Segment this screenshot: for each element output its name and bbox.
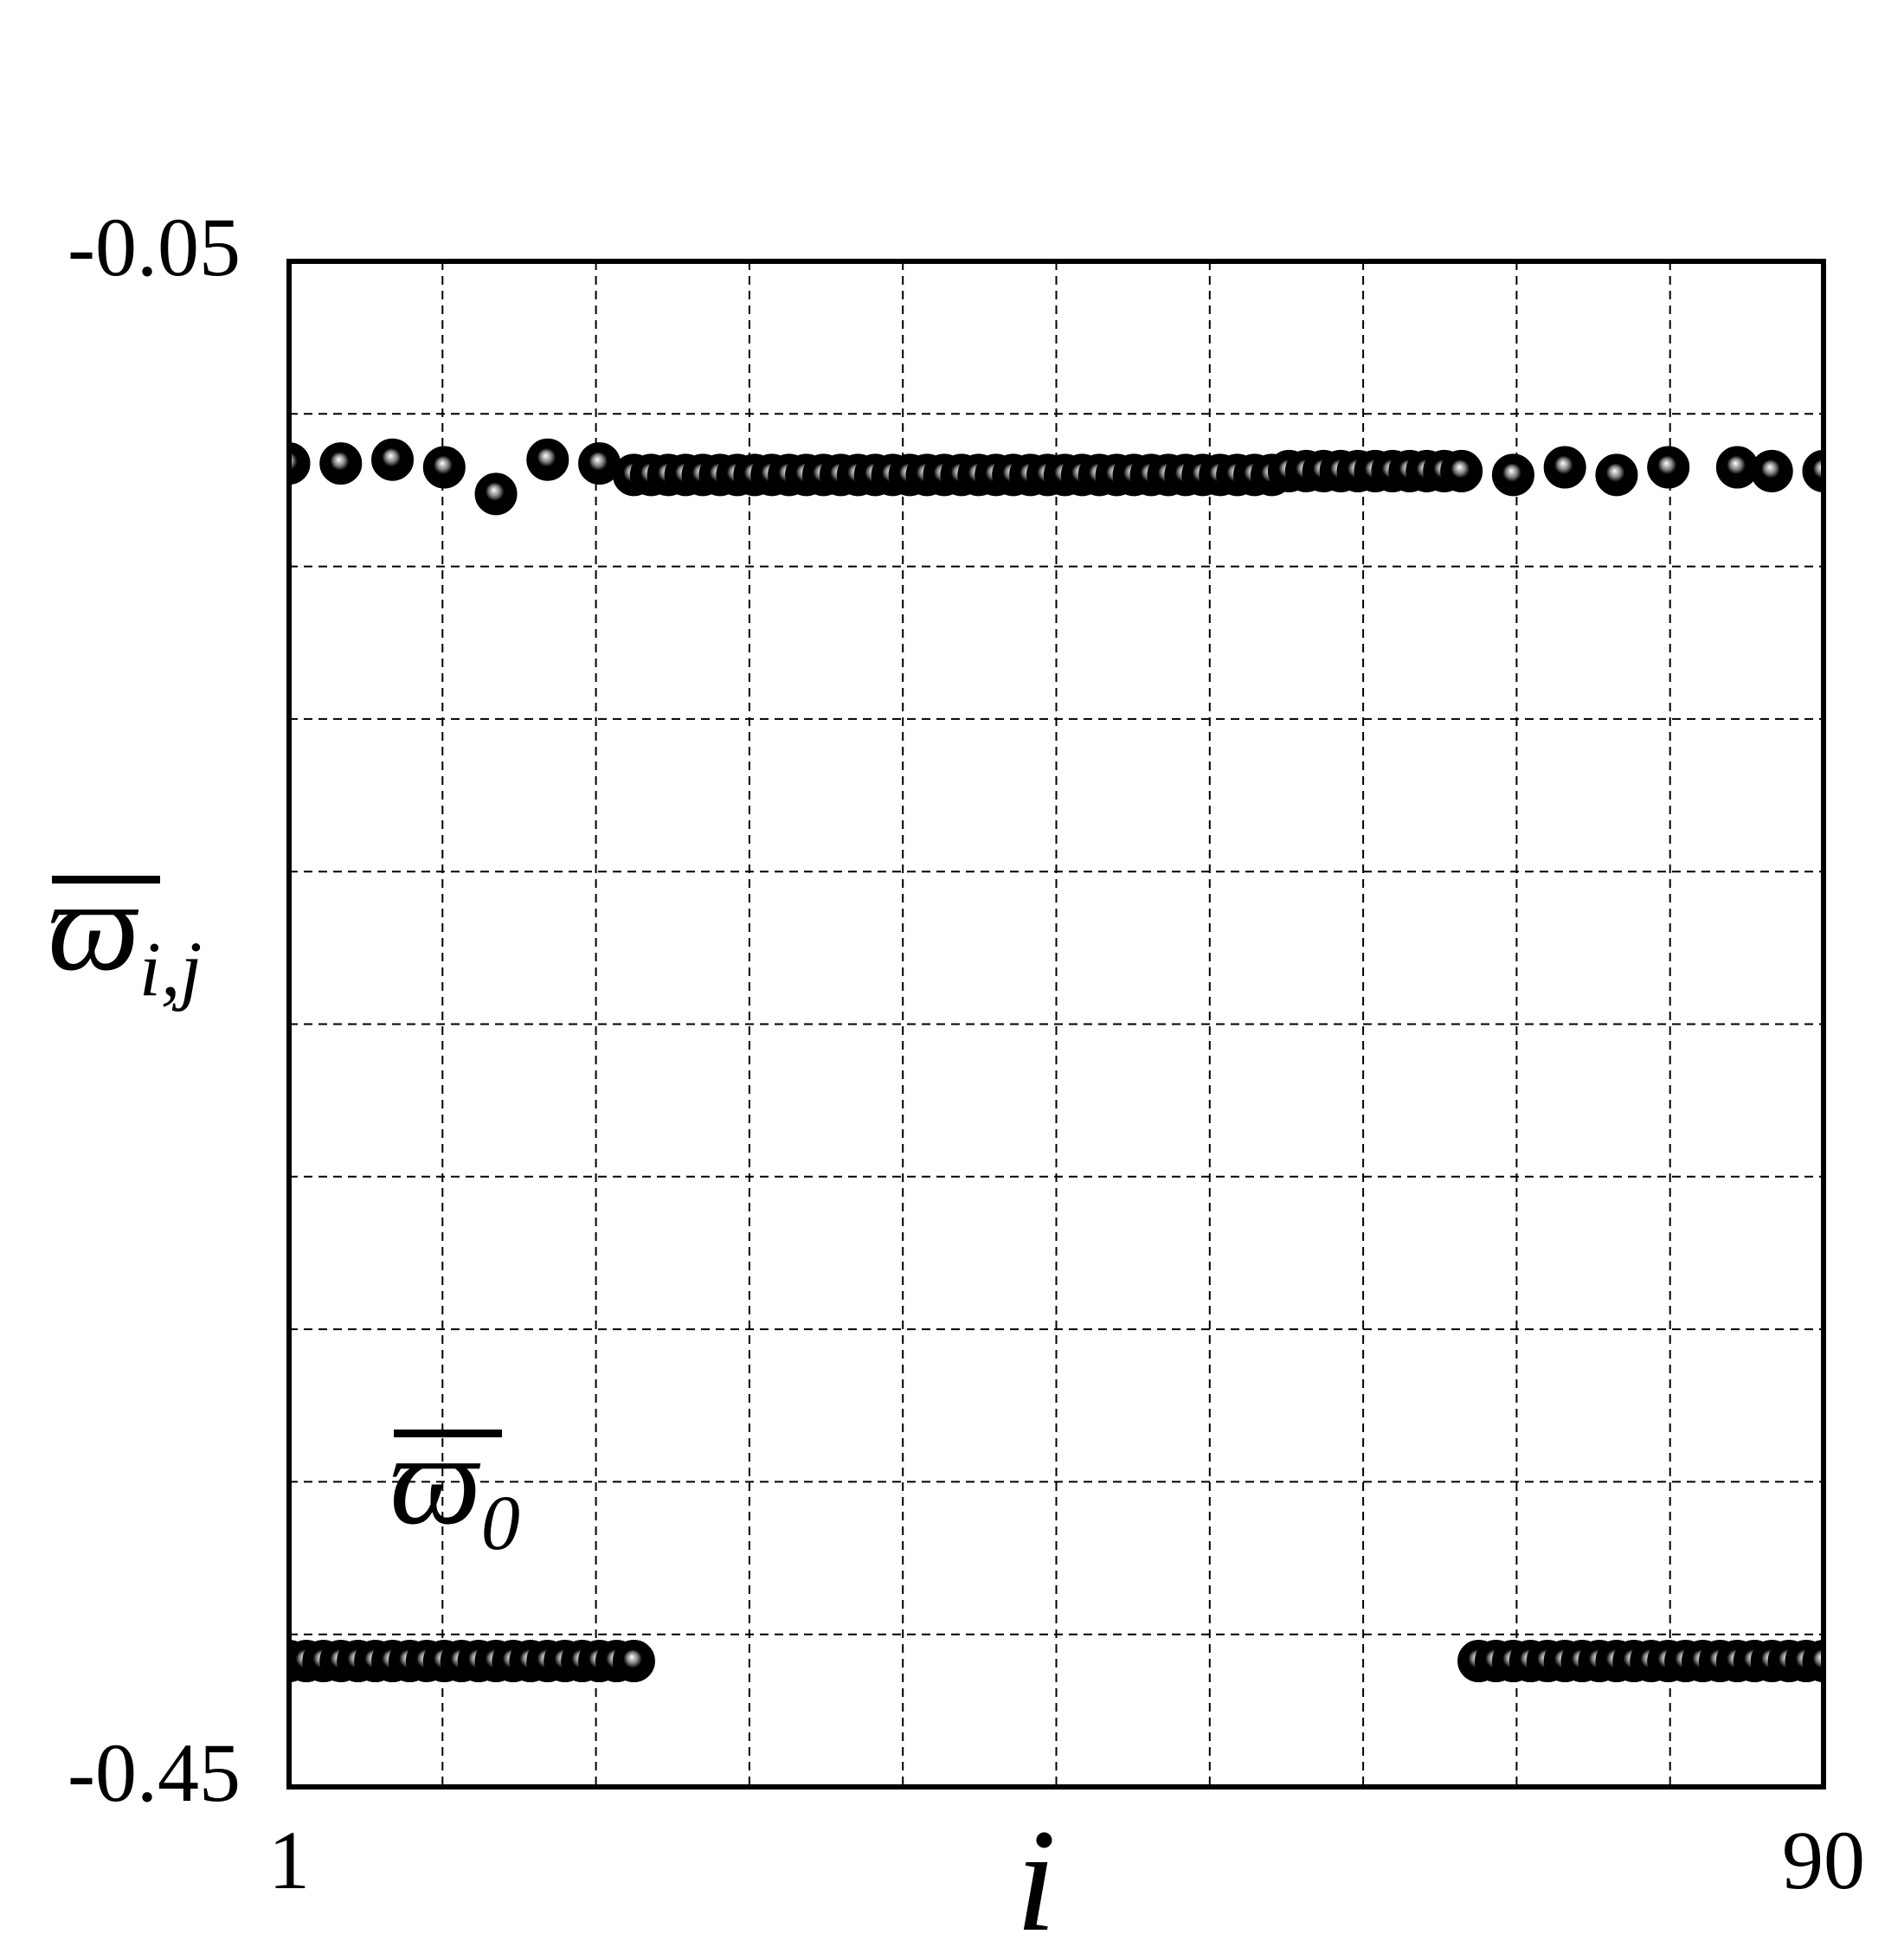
plot-frame [286, 259, 1826, 1790]
point [289, 442, 311, 485]
x-axis-label: i [1015, 1799, 1056, 1947]
y-tick-label: -0.05 [68, 201, 241, 293]
point [1543, 446, 1586, 489]
annotation-subscript: 0 [481, 1481, 520, 1566]
point [1802, 1640, 1824, 1683]
point [1491, 453, 1534, 497]
point [1595, 453, 1638, 497]
point [1647, 446, 1690, 489]
point [1750, 449, 1793, 492]
annotation-symbol: ϖ [389, 1408, 481, 1552]
grid [289, 261, 1824, 1787]
point [526, 438, 569, 481]
x-tick-label: 90 [1782, 1814, 1865, 1906]
y-label-symbol: ϖ [48, 854, 139, 998]
point [474, 472, 518, 516]
point [319, 442, 363, 485]
x-tick-label: 1 [268, 1814, 310, 1906]
point [612, 1640, 655, 1683]
y-tick-label: -0.45 [68, 1726, 241, 1819]
y-label-subscript: i,j [139, 927, 203, 1012]
y-label-overline [52, 876, 160, 884]
point [422, 446, 466, 489]
annotation-overline [394, 1430, 502, 1437]
points [289, 438, 1824, 1683]
point [1802, 449, 1824, 492]
point [371, 438, 415, 481]
point [1440, 449, 1483, 492]
